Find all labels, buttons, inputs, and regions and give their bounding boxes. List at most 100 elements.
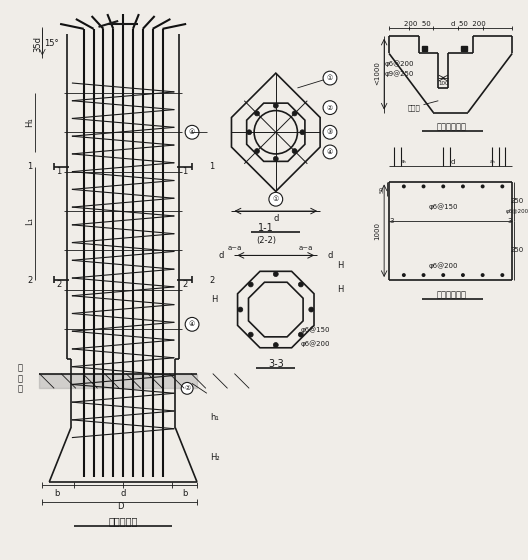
Circle shape (323, 125, 337, 139)
Text: 2: 2 (56, 281, 62, 290)
Text: d: d (273, 214, 278, 223)
Text: b: b (183, 489, 188, 498)
Bar (421, 45, 428, 52)
Text: 1: 1 (56, 167, 62, 176)
Circle shape (309, 307, 314, 312)
Circle shape (248, 282, 253, 287)
Circle shape (480, 184, 485, 188)
Text: 1000: 1000 (374, 222, 380, 240)
Text: φ9@250: φ9@250 (384, 70, 413, 77)
Circle shape (461, 184, 465, 188)
Text: aₕ: aₕ (401, 159, 407, 164)
Text: ①: ① (327, 75, 333, 81)
Text: 1: 1 (183, 167, 188, 176)
Text: 孔顶护壁详图: 孔顶护壁详图 (436, 123, 466, 132)
Circle shape (323, 145, 337, 159)
Text: ②: ② (184, 385, 190, 391)
Text: a~a: a~a (227, 245, 242, 251)
Circle shape (254, 148, 259, 153)
Text: 3: 3 (508, 218, 512, 224)
Text: φ6@150: φ6@150 (300, 326, 330, 333)
Text: 1: 1 (209, 162, 214, 171)
Text: 钢板筋: 钢板筋 (407, 104, 420, 111)
Text: 2: 2 (209, 276, 214, 284)
Text: d: d (120, 489, 126, 498)
Circle shape (298, 282, 303, 287)
Text: 桩身详图一: 桩身详图一 (108, 516, 138, 526)
Text: 250: 250 (511, 198, 524, 204)
Circle shape (501, 273, 504, 277)
Text: ④: ④ (189, 321, 195, 328)
Text: ①: ① (272, 196, 279, 202)
Circle shape (274, 343, 278, 347)
Text: L₁: L₁ (25, 217, 34, 225)
Text: φ6@200: φ6@200 (384, 60, 413, 67)
Text: φ6@150: φ6@150 (429, 203, 458, 209)
Text: H: H (337, 286, 343, 295)
Text: φ6@200: φ6@200 (429, 262, 458, 269)
Circle shape (323, 71, 337, 85)
Text: 1-1: 1-1 (258, 223, 274, 233)
Circle shape (269, 192, 282, 206)
Text: 35d: 35d (33, 36, 42, 52)
Text: 100: 100 (438, 81, 448, 86)
Circle shape (461, 273, 465, 277)
Text: ②: ② (327, 105, 333, 111)
Text: (2-2): (2-2) (256, 236, 276, 245)
Text: 200  50: 200 50 (404, 21, 431, 27)
Circle shape (402, 273, 406, 277)
Text: 桩身护壁详图: 桩身护壁详图 (436, 290, 466, 299)
Circle shape (181, 382, 193, 394)
Text: d: d (219, 251, 224, 260)
Text: h₁: h₁ (210, 413, 219, 422)
Circle shape (480, 273, 485, 277)
Circle shape (441, 184, 445, 188)
Text: aₕ: aₕ (489, 159, 495, 164)
Circle shape (274, 156, 278, 161)
Text: ③: ③ (327, 129, 333, 136)
Text: H: H (212, 295, 218, 304)
Text: ④: ④ (189, 129, 195, 136)
Text: ④: ④ (327, 149, 333, 155)
Text: d: d (451, 159, 455, 165)
Text: 地
面
线: 地 面 线 (17, 363, 22, 393)
Circle shape (274, 103, 278, 108)
Circle shape (501, 184, 504, 188)
Text: D: D (117, 502, 124, 511)
Circle shape (292, 111, 297, 116)
Text: 2: 2 (27, 276, 32, 284)
Circle shape (185, 318, 199, 331)
Circle shape (323, 101, 337, 115)
Text: H: H (337, 261, 343, 270)
Circle shape (292, 148, 297, 153)
Text: 1: 1 (27, 162, 32, 171)
Text: 15°: 15° (44, 39, 59, 48)
Text: H₁: H₁ (25, 118, 34, 127)
Text: φ6@200: φ6@200 (300, 340, 330, 347)
Text: d: d (327, 251, 333, 260)
Circle shape (441, 273, 445, 277)
Circle shape (248, 332, 253, 337)
Text: 50: 50 (380, 186, 385, 193)
Text: 50  200: 50 200 (459, 21, 486, 27)
Text: 250: 250 (511, 248, 524, 254)
Text: b: b (54, 489, 60, 498)
Text: a~a: a~a (298, 245, 313, 251)
Circle shape (185, 125, 199, 139)
Circle shape (300, 130, 305, 135)
Text: 3-3: 3-3 (268, 359, 284, 368)
Circle shape (421, 184, 426, 188)
Text: 2: 2 (183, 281, 188, 290)
Circle shape (298, 332, 303, 337)
Text: <1000: <1000 (374, 61, 380, 85)
Circle shape (274, 272, 278, 277)
Text: φ6@200: φ6@200 (505, 208, 528, 213)
Circle shape (254, 111, 259, 116)
Circle shape (402, 184, 406, 188)
Text: d: d (451, 21, 455, 27)
Bar (461, 45, 467, 52)
Text: 3: 3 (389, 218, 393, 224)
Circle shape (238, 307, 243, 312)
Circle shape (421, 273, 426, 277)
Text: H₂: H₂ (210, 453, 220, 462)
